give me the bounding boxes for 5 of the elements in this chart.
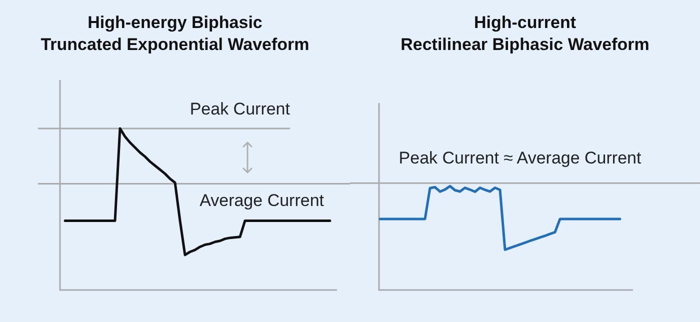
chart-title: High-current Rectilinear Biphasic Waveform: [400, 12, 650, 56]
ref-line-label: Peak Current ≈ Average Current: [398, 148, 642, 168]
legend-label: Average Current: [200, 190, 324, 210]
chart-title: High-energy Biphasic Truncated Exponential Waveform: [40, 12, 310, 56]
ref-line-label: Peak Current: [190, 100, 290, 119]
